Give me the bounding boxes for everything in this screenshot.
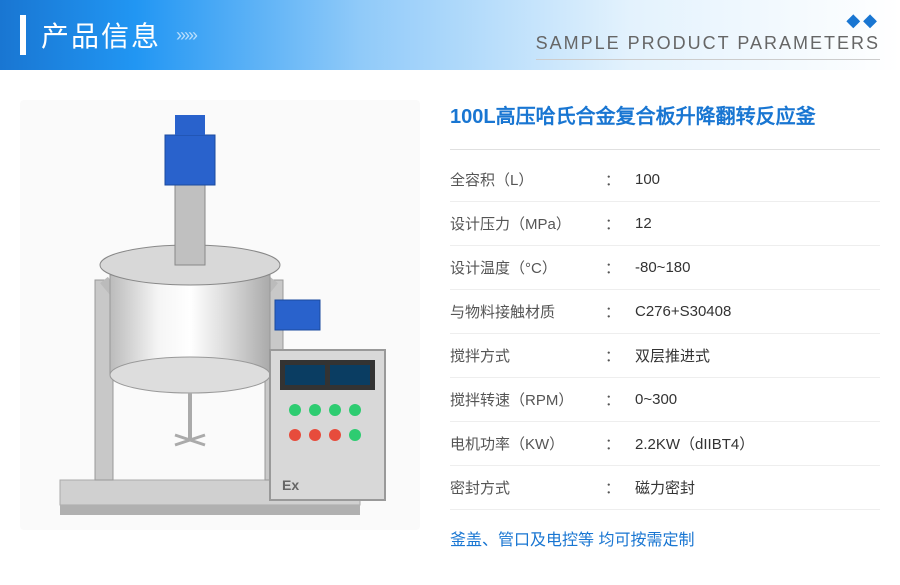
spec-row: 搅拌方式：双层推进式 [450,334,880,378]
svg-text:Ex: Ex [282,477,299,493]
spec-row: 电机功率（KW）：2.2KW（dIIBT4） [450,422,880,466]
spec-colon: ： [605,389,635,410]
spec-value: 100 [635,171,880,188]
product-title: 100L高压哈氏合金复合板升降翻转反应釜 [450,100,880,150]
spec-row: 设计压力（MPa）：12 [450,202,880,246]
header-accent-bar [20,15,26,55]
spec-row: 搅拌转速（RPM）：0~300 [450,378,880,422]
custom-note: 釜盖、管口及电控等 均可按需定制 [450,510,880,550]
spec-label: 全容积（L） [450,169,605,190]
header-left: 产品信息 ››››› [20,15,196,55]
spec-colon: ： [605,477,635,498]
spec-colon: ： [605,257,635,278]
spec-row: 密封方式：磁力密封 [450,466,880,510]
product-image: Ex [20,100,420,530]
spec-value: 0~300 [635,391,880,408]
spec-value: 双层推进式 [635,345,880,366]
reactor-illustration: Ex [20,100,420,530]
spec-value: 磁力密封 [635,477,880,498]
spec-panel: 100L高压哈氏合金复合板升降翻转反应釜 全容积（L）：100设计压力（MPa）… [450,100,880,550]
header-subtitle: SAMPLE PRODUCT PARAMETERS [536,33,880,60]
spec-label: 与物料接触材质 [450,301,605,322]
spec-colon: ： [605,213,635,234]
spec-label: 设计压力（MPa） [450,213,605,234]
spec-row: 与物料接触材质：C276+S30408 [450,290,880,334]
spec-label: 密封方式 [450,477,605,498]
header-right: ◆◆ SAMPLE PRODUCT PARAMETERS [536,10,880,60]
header-arrows-icon: ››››› [176,25,196,46]
spec-table: 全容积（L）：100设计压力（MPa）：12设计温度（°C）：-80~180与物… [450,158,880,510]
spec-row: 设计温度（°C）：-80~180 [450,246,880,290]
spec-colon: ： [605,169,635,190]
spec-label: 搅拌转速（RPM） [450,389,605,410]
spec-colon: ： [605,345,635,366]
spec-value: -80~180 [635,259,880,276]
spec-label: 搅拌方式 [450,345,605,366]
diamond-icon: ◆◆ [536,10,880,31]
spec-row: 全容积（L）：100 [450,158,880,202]
spec-value: 2.2KW（dIIBT4） [635,433,880,454]
spec-colon: ： [605,433,635,454]
header-title: 产品信息 [41,15,161,55]
header-banner: 产品信息 ››››› ◆◆ SAMPLE PRODUCT PARAMETERS [0,0,900,70]
spec-value: C276+S30408 [635,303,880,320]
spec-value: 12 [635,215,880,232]
spec-label: 设计温度（°C） [450,257,605,278]
spec-label: 电机功率（KW） [450,433,605,454]
content-area: Ex 100L高压哈氏合金复合板升降翻转反应釜 全容积（L）：100设计压力（M… [0,70,900,580]
spec-colon: ： [605,301,635,322]
